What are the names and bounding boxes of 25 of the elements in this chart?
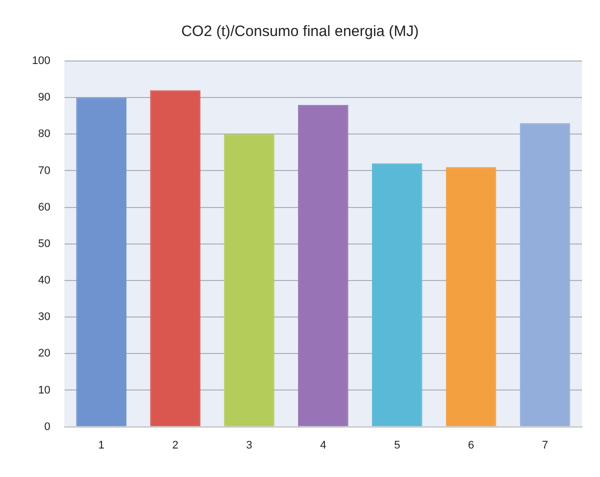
y-tick-label: 80 — [38, 128, 50, 140]
x-tick-label: 4 — [320, 439, 326, 452]
x-tick-label: 2 — [172, 439, 178, 452]
y-tick-label: 20 — [38, 348, 50, 360]
x-tick-label: 7 — [542, 439, 548, 452]
chart-title: CO2 (t)/Consumo final energia (MJ) — [181, 23, 419, 40]
bar — [372, 163, 422, 426]
y-tick-label: 40 — [38, 274, 50, 287]
y-tick-label: 10 — [38, 384, 50, 396]
y-tick-label: 50 — [38, 238, 50, 250]
bar — [150, 90, 200, 426]
x-tick-label: 6 — [468, 439, 474, 452]
y-tick-label: 70 — [38, 164, 50, 177]
y-tick-label: 100 — [32, 55, 50, 68]
bar — [224, 134, 274, 426]
x-tick-label: 3 — [246, 439, 252, 452]
bar — [298, 104, 348, 426]
y-tick-label: 0 — [44, 420, 50, 433]
bar — [76, 98, 126, 426]
x-tick-label: 5 — [394, 439, 400, 452]
bar — [446, 167, 496, 426]
y-tick-label: 60 — [38, 201, 50, 214]
x-tick-label: 1 — [98, 439, 104, 452]
y-tick-label: 30 — [38, 311, 50, 324]
y-tick-label: 90 — [38, 92, 50, 104]
